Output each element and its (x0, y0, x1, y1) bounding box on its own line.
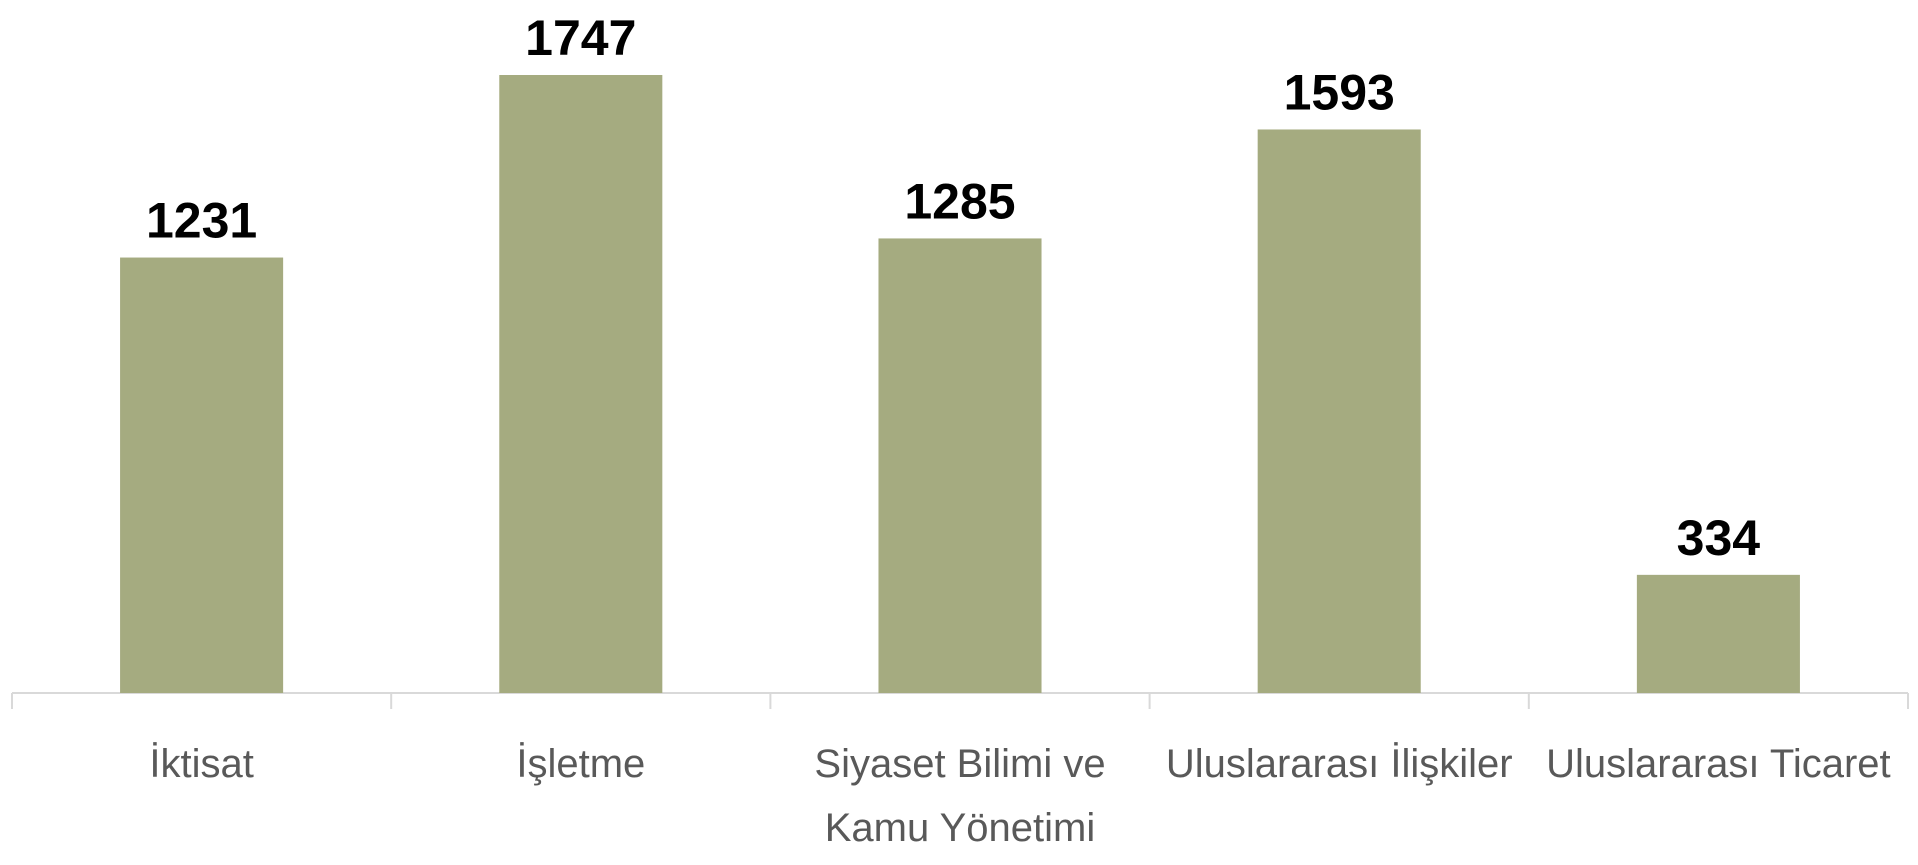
value-label: 1285 (904, 173, 1015, 229)
x-tick-label: Uluslararası Ticaret (1546, 742, 1891, 786)
value-label: 1593 (1284, 64, 1395, 120)
x-tick-label: İktisat (149, 742, 254, 786)
value-label: 1231 (146, 193, 257, 249)
x-tick-label: İşletme (516, 742, 646, 786)
bar (499, 75, 663, 693)
x-tick-label: Uluslararası İlişkiler (1165, 742, 1513, 786)
bar (1257, 129, 1421, 693)
x-tick-label: Siyaset Bilimi ve Kamu Yönetimi (814, 742, 1106, 850)
value-label: 1747 (525, 10, 636, 66)
value-label: 334 (1677, 510, 1761, 566)
bar (878, 238, 1042, 693)
bar (1636, 574, 1800, 693)
bar (120, 257, 284, 693)
